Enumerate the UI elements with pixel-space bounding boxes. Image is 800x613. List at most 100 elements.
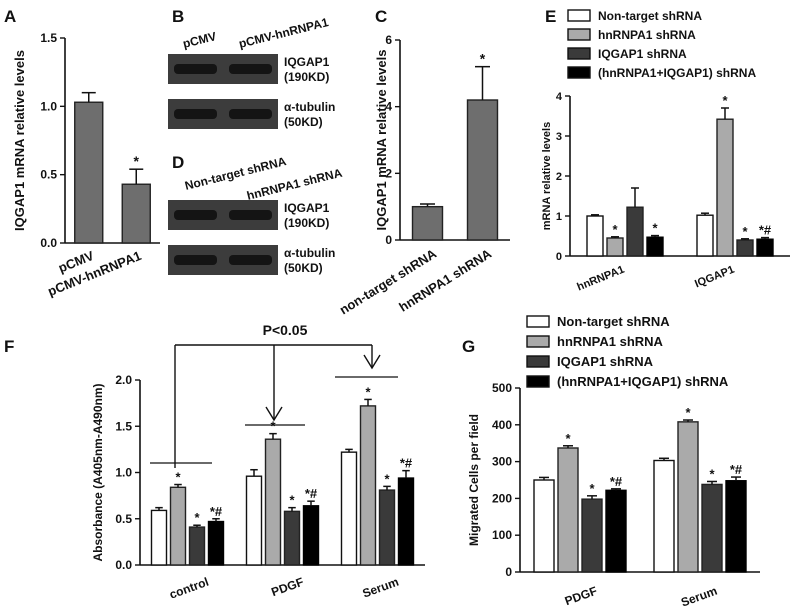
bar	[605, 489, 627, 573]
panel-letter-A: A	[4, 7, 16, 26]
chart-panel-E: 0 1 2 3 4 mRNA relative levels * * * * *# hnRNPA1 IQ…	[541, 9, 790, 293]
y-tick-label: 1	[556, 211, 562, 223]
legend-swatch	[567, 66, 591, 79]
x-category-label: control	[168, 575, 211, 602]
x-category-label: PDGF	[269, 575, 305, 600]
y-tick-label: 0	[556, 251, 562, 263]
blot-protein-size: (190KD)	[284, 70, 329, 84]
bar	[696, 214, 714, 257]
bar	[378, 489, 396, 566]
legend-swatch	[567, 28, 591, 41]
significance-marker: *	[289, 493, 295, 508]
bar	[677, 421, 699, 573]
panel-letter-E: E	[545, 7, 556, 26]
bar	[606, 237, 624, 257]
significance-marker: *	[565, 431, 571, 446]
legend-label: Non-target shRNA	[557, 314, 670, 329]
significance-marker: *#	[730, 462, 743, 477]
y-tick-label: 100	[492, 528, 512, 542]
bar	[701, 483, 723, 573]
significance-marker: *	[384, 471, 390, 486]
blot-lane-label: pCMV	[181, 29, 217, 51]
panel-letters: A B C D E F G	[4, 7, 556, 356]
y-tick-label: 2	[385, 166, 392, 180]
y-tick-label: 0.0	[40, 236, 57, 250]
bar	[716, 118, 734, 257]
legend-label: (hnRNPA1+IQGAP1) shRNA	[557, 374, 729, 389]
blot-lane-label: pCMV-hnRNPA1	[237, 15, 330, 51]
blot-b: pCMV pCMV-hnRNPA1 IQGAP1(190KD) α-tubulin(5…	[168, 15, 335, 129]
x-category-label: hnRNPA1	[575, 264, 626, 294]
bar	[302, 505, 320, 566]
x-category-label: PDGF	[563, 584, 599, 609]
bar	[466, 99, 499, 241]
x-category-label: non-target shRNA	[337, 245, 440, 317]
blot-band	[174, 210, 217, 220]
y-tick-label: 0	[385, 233, 392, 247]
blot-band	[229, 255, 272, 265]
significance-marker: *	[134, 153, 140, 169]
y-tick-label: 400	[492, 418, 512, 432]
bar	[359, 405, 377, 566]
bar	[397, 477, 415, 566]
western-blots: pCMV pCMV-hnRNPA1IQGAP1(190KD)α-tubulin(5…	[168, 15, 344, 275]
y-axis-label: mRNA relative levels	[541, 122, 553, 230]
bar	[411, 205, 444, 241]
bar	[169, 486, 187, 566]
bar	[581, 498, 603, 573]
panel-letter-F: F	[4, 337, 14, 356]
bar	[646, 236, 664, 257]
y-tick-label: 6	[385, 33, 392, 47]
significance-marker: *	[589, 481, 595, 496]
legend-label: (hnRNPA1+IQGAP1) shRNA	[598, 66, 756, 80]
y-tick-label: 4	[556, 91, 563, 103]
significance-marker: *	[742, 224, 748, 239]
x-category-label: IQGAP1	[693, 264, 736, 291]
blot-band	[174, 64, 217, 74]
legend-label: IQGAP1 shRNA	[598, 47, 687, 61]
bar	[557, 447, 579, 573]
bar	[736, 239, 754, 257]
blot-protein-size: (50KD)	[284, 115, 323, 129]
significance-marker: *	[194, 510, 200, 525]
y-tick-label: 0	[505, 565, 512, 579]
pvalue-text: P<0.05	[263, 322, 308, 338]
bar	[725, 480, 747, 573]
bar	[245, 475, 263, 566]
y-tick-label: 4	[385, 100, 392, 114]
legend-label: hnRNPA1 shRNA	[557, 334, 664, 349]
bar	[74, 101, 104, 244]
blot-band	[229, 109, 272, 119]
bar	[533, 479, 555, 573]
y-tick-label: 0.5	[115, 512, 132, 526]
bar-charts: 0.0 0.5 1.0 1.5 IQGAP1 mRNA relative levels *…	[12, 9, 790, 610]
blot-protein-name: α-tubulin	[284, 246, 335, 260]
chart-panel-C: 0 2 4 6 IQGAP1 mRNA relative levels * non-targ…	[337, 33, 510, 317]
bar	[586, 215, 604, 257]
bar	[150, 509, 168, 566]
blot-protein-name: α-tubulin	[284, 100, 335, 114]
bar	[207, 520, 225, 566]
arrow-head	[265, 406, 283, 422]
blot-protein-size: (190KD)	[284, 216, 329, 230]
panel-letter-D: D	[172, 153, 184, 172]
significance-marker: *	[709, 466, 715, 481]
legend-label: IQGAP1 shRNA	[557, 354, 654, 369]
legend-swatch	[567, 47, 591, 60]
bar	[340, 451, 358, 566]
y-axis-label: Absorbance (A405nm-A490nm)	[91, 383, 105, 561]
pvalue-annotation: P<0.05	[150, 322, 398, 468]
y-tick-label: 500	[492, 381, 512, 395]
bar	[756, 238, 774, 257]
y-tick-label: 1.0	[115, 466, 132, 480]
y-tick-label: 3	[556, 131, 562, 143]
bar	[188, 526, 206, 566]
significance-marker: *	[652, 221, 658, 236]
significance-marker: *#	[210, 504, 223, 519]
x-category-label: Serum	[361, 575, 401, 601]
chart-panel-G: 0 100 200 300 400 500 Migrated Cells per field…	[467, 314, 760, 610]
legend-label: Non-target shRNA	[598, 9, 702, 23]
arrow-head	[363, 354, 381, 370]
blot-protein-name: IQGAP1	[284, 55, 330, 69]
